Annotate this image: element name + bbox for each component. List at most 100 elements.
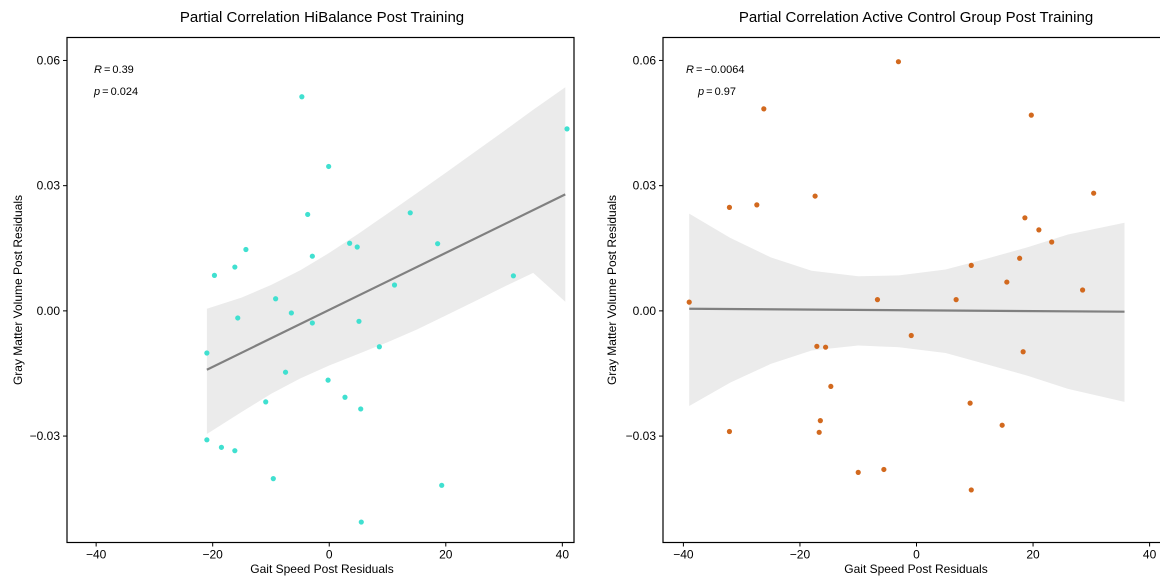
data-point xyxy=(1028,112,1034,118)
y-axis-label: Gray Matter Volume Post Residuals xyxy=(11,195,25,385)
data-point xyxy=(968,262,974,268)
data-point xyxy=(391,282,398,288)
x-tick-label: 20 xyxy=(1026,548,1040,562)
data-point xyxy=(1036,227,1042,233)
fit-line xyxy=(206,193,566,371)
y-tick-label: 0.03 xyxy=(37,179,61,193)
x-tick-label: −40 xyxy=(673,548,694,562)
data-point xyxy=(754,202,760,208)
data-point xyxy=(218,444,225,450)
data-point xyxy=(282,369,289,375)
data-point xyxy=(1004,279,1010,285)
confidence-band xyxy=(206,87,566,434)
data-point xyxy=(299,94,305,100)
r-stat: R = −0.0064 xyxy=(686,64,744,76)
x-tick-label: 20 xyxy=(439,548,453,562)
data-point xyxy=(358,519,364,525)
data-point xyxy=(761,106,767,112)
y-tick-label: 0.06 xyxy=(37,53,61,67)
data-point xyxy=(1091,190,1097,196)
r-label: R xyxy=(94,64,102,76)
data-point xyxy=(354,244,360,250)
data-point xyxy=(204,350,210,356)
data-point xyxy=(356,318,362,324)
data-point xyxy=(288,310,294,316)
x-tick-label: 0 xyxy=(913,548,920,562)
data-point xyxy=(376,344,382,350)
data-point xyxy=(435,241,441,247)
r-equals: = xyxy=(104,64,110,76)
x-axis-label: Gait Speed Post Residuals xyxy=(250,562,393,576)
data-point xyxy=(564,126,570,132)
regression-line xyxy=(206,193,566,371)
fit-line xyxy=(689,307,1125,313)
data-point xyxy=(1049,239,1055,245)
plot-frame xyxy=(66,36,575,544)
data-point xyxy=(895,59,902,65)
data-point xyxy=(855,469,861,475)
confidence-band-area xyxy=(206,87,566,434)
y-axis-ticks: −0.03 0.00 0.03 0.06 xyxy=(626,53,663,443)
data-point xyxy=(305,211,311,218)
data-point xyxy=(309,253,315,259)
data-point xyxy=(999,422,1005,428)
data-point xyxy=(953,296,959,303)
x-tick-label: 40 xyxy=(556,548,570,562)
p-equals: = xyxy=(706,86,712,98)
r-stat: R = 0.39 xyxy=(94,64,134,76)
chart-title: Partial Correlation HiBalance Post Train… xyxy=(180,9,464,26)
data-point xyxy=(326,163,332,170)
y-tick-label: 0.00 xyxy=(633,304,657,318)
data-point xyxy=(908,332,914,339)
y-axis-label: Gray Matter Volume Post Residuals xyxy=(605,195,619,385)
r-value: −0.0064 xyxy=(704,64,744,76)
data-point xyxy=(968,487,974,493)
y-tick-label: 0.00 xyxy=(37,304,61,318)
x-tick-label: 40 xyxy=(1143,548,1157,562)
p-value: 0.024 xyxy=(111,86,139,98)
p-value: 0.97 xyxy=(715,86,736,98)
data-point xyxy=(1017,255,1023,261)
data-point xyxy=(726,204,733,210)
x-axis-label: Gait Speed Post Residuals xyxy=(844,562,987,576)
data-point xyxy=(232,264,238,270)
data-point xyxy=(358,406,364,412)
data-point xyxy=(232,448,238,454)
regression-line xyxy=(689,307,1125,313)
data-point xyxy=(814,343,820,349)
x-tick-label: −20 xyxy=(790,548,811,562)
r-equals: = xyxy=(696,64,702,76)
data-point xyxy=(822,344,829,350)
r-value: 0.39 xyxy=(112,64,133,76)
data-point xyxy=(439,482,445,488)
data-point xyxy=(726,428,733,435)
p-stat: p = 0.97 xyxy=(697,86,736,98)
data-point xyxy=(235,315,241,321)
data-point xyxy=(686,299,692,305)
data-point xyxy=(510,273,516,279)
data-point xyxy=(342,394,348,400)
x-axis-ticks: −40 −20 0 20 40 xyxy=(86,542,570,562)
data-point xyxy=(967,400,973,406)
data-point xyxy=(347,240,353,246)
data-point xyxy=(407,210,413,216)
data-point xyxy=(1079,287,1086,293)
x-tick-label: 0 xyxy=(326,548,333,562)
data-point xyxy=(263,399,269,405)
x-tick-label: −20 xyxy=(203,548,224,562)
y-tick-label: −0.03 xyxy=(626,429,657,443)
y-tick-label: 0.03 xyxy=(633,179,657,193)
y-tick-label: 0.06 xyxy=(633,53,657,67)
y-axis-ticks: −0.03 0.00 0.03 0.06 xyxy=(30,53,67,443)
data-point xyxy=(273,296,279,302)
data-point xyxy=(817,418,823,424)
panel-active-control: Partial Correlation Active Control Group… xyxy=(605,9,1160,576)
p-equals: = xyxy=(102,86,108,98)
data-point xyxy=(1022,215,1028,221)
data-point xyxy=(270,476,276,482)
data-point xyxy=(881,466,887,473)
data-points xyxy=(686,59,1097,493)
data-point xyxy=(204,437,210,443)
chart-title: Partial Correlation Active Control Group… xyxy=(739,9,1093,26)
